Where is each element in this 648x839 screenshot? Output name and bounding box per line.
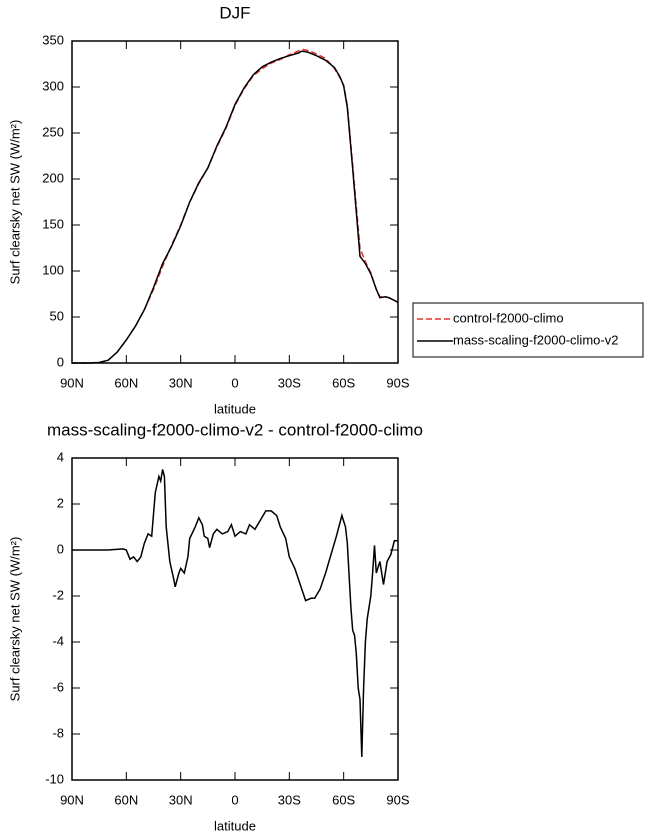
x-tick-label: 90N xyxy=(60,792,84,807)
y-tick-label: -8 xyxy=(52,725,64,740)
y-tick-label: 300 xyxy=(42,78,64,93)
y-tick-label: 0 xyxy=(57,354,64,369)
chart-title: DJF xyxy=(219,3,250,22)
x-tick-label: 60N xyxy=(114,375,138,390)
x-tick-label: 90S xyxy=(386,375,409,390)
y-tick-label: 350 xyxy=(42,32,64,47)
y-tick-label: 4 xyxy=(57,449,64,464)
x-tick-label: 0 xyxy=(231,792,238,807)
data-line xyxy=(72,469,398,758)
x-tick-label: 0 xyxy=(231,375,238,390)
x-tick-label: 60S xyxy=(332,375,355,390)
y-tick-label: 200 xyxy=(42,170,64,185)
legend-label: control-f2000-climo xyxy=(453,310,564,325)
y-axis-label: Surf clearsky net SW (W/m²) xyxy=(7,537,22,702)
data-line xyxy=(72,50,399,364)
x-tick-label: 30S xyxy=(278,375,301,390)
y-tick-label: -10 xyxy=(45,771,64,786)
y-tick-label: 0 xyxy=(57,541,64,556)
y-tick-label: -4 xyxy=(52,633,64,648)
y-tick-label: -6 xyxy=(52,679,64,694)
plot-frame xyxy=(71,457,399,781)
data-line xyxy=(72,48,399,364)
x-tick-label: 90S xyxy=(386,792,409,807)
x-axis-label: latitude xyxy=(214,818,256,833)
x-tick-label: 90N xyxy=(60,375,84,390)
y-tick-label: 250 xyxy=(42,124,64,139)
y-tick-label: -2 xyxy=(52,587,64,602)
plot-frame xyxy=(71,40,399,364)
legend-box xyxy=(412,302,644,358)
y-tick-label: 100 xyxy=(42,262,64,277)
y-tick-label: 2 xyxy=(57,495,64,510)
x-tick-label: 60N xyxy=(114,792,138,807)
chart-title: mass-scaling-f2000-climo-v2 - control-f2… xyxy=(47,420,423,439)
x-tick-label: 30N xyxy=(169,375,193,390)
x-tick-label: 30N xyxy=(169,792,193,807)
x-tick-label: 30S xyxy=(278,792,301,807)
legend-label: mass-scaling-f2000-climo-v2 xyxy=(453,332,618,347)
y-tick-label: 50 xyxy=(50,308,64,323)
x-tick-label: 60S xyxy=(332,792,355,807)
y-axis-label: Surf clearsky net SW (W/m²) xyxy=(7,120,22,285)
x-axis-label: latitude xyxy=(214,401,256,416)
y-tick-label: 150 xyxy=(42,216,64,231)
